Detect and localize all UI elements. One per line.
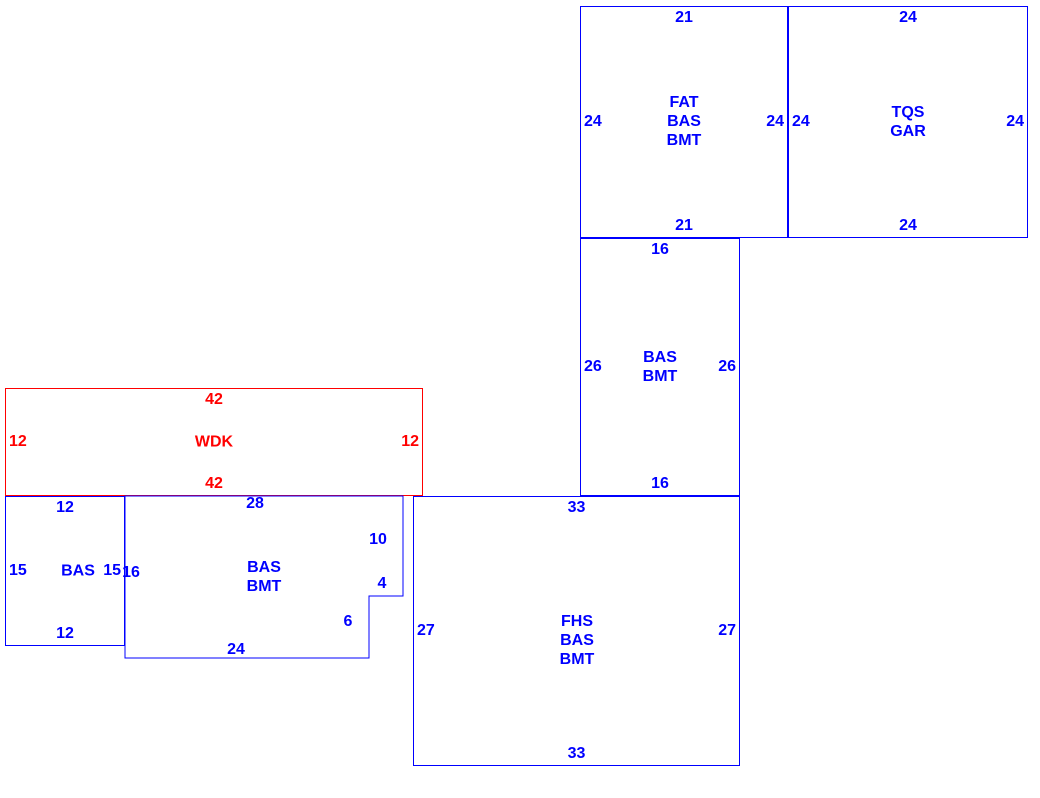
dim-label: 24 bbox=[227, 642, 245, 658]
dim-label: 33 bbox=[568, 500, 586, 516]
dim-label: 24 bbox=[792, 114, 810, 130]
dim-label: 26 bbox=[584, 359, 602, 375]
dim-label: 12 bbox=[9, 434, 27, 450]
dim-label: 28 bbox=[246, 496, 264, 512]
floorplan-stage: FATBASBMT21212424TQSGAR24242424BASBMT161… bbox=[0, 0, 1040, 798]
room-label-fhs_bas_bmt: FHSBASBMT bbox=[560, 612, 595, 670]
room-label-bas_bmt_L: BASBMT bbox=[247, 558, 282, 596]
dim-label: 10 bbox=[369, 532, 387, 548]
dim-label: 15 bbox=[9, 563, 27, 579]
dim-label: 21 bbox=[675, 218, 693, 234]
dim-label: 26 bbox=[718, 359, 736, 375]
dim-label: 24 bbox=[899, 218, 917, 234]
dim-label: 6 bbox=[344, 614, 353, 630]
dim-label: 33 bbox=[568, 746, 586, 762]
dim-label: 24 bbox=[766, 114, 784, 130]
dim-label: 24 bbox=[1006, 114, 1024, 130]
dim-label: 42 bbox=[205, 392, 223, 408]
dim-label: 24 bbox=[584, 114, 602, 130]
dim-label: 21 bbox=[675, 10, 693, 26]
dim-label: 16 bbox=[122, 565, 140, 581]
dim-label: 16 bbox=[651, 242, 669, 258]
dim-label: 42 bbox=[205, 476, 223, 492]
dim-label: 16 bbox=[651, 476, 669, 492]
dim-label: 15 bbox=[103, 563, 121, 579]
room-label-wdk: WDK bbox=[195, 432, 233, 451]
room-label-tqs_gar: TQSGAR bbox=[890, 103, 926, 141]
dim-label: 12 bbox=[56, 626, 74, 642]
room-label-bas_bmt_mid: BASBMT bbox=[643, 348, 678, 386]
room-label-fat_bas_bmt: FATBASBMT bbox=[667, 93, 702, 151]
room-label-bas_small: BAS bbox=[61, 561, 95, 580]
dim-label: 24 bbox=[899, 10, 917, 26]
dim-label: 4 bbox=[378, 576, 387, 592]
dim-label: 27 bbox=[718, 623, 736, 639]
dim-label: 12 bbox=[56, 500, 74, 516]
dim-label: 12 bbox=[401, 434, 419, 450]
dim-label: 27 bbox=[417, 623, 435, 639]
